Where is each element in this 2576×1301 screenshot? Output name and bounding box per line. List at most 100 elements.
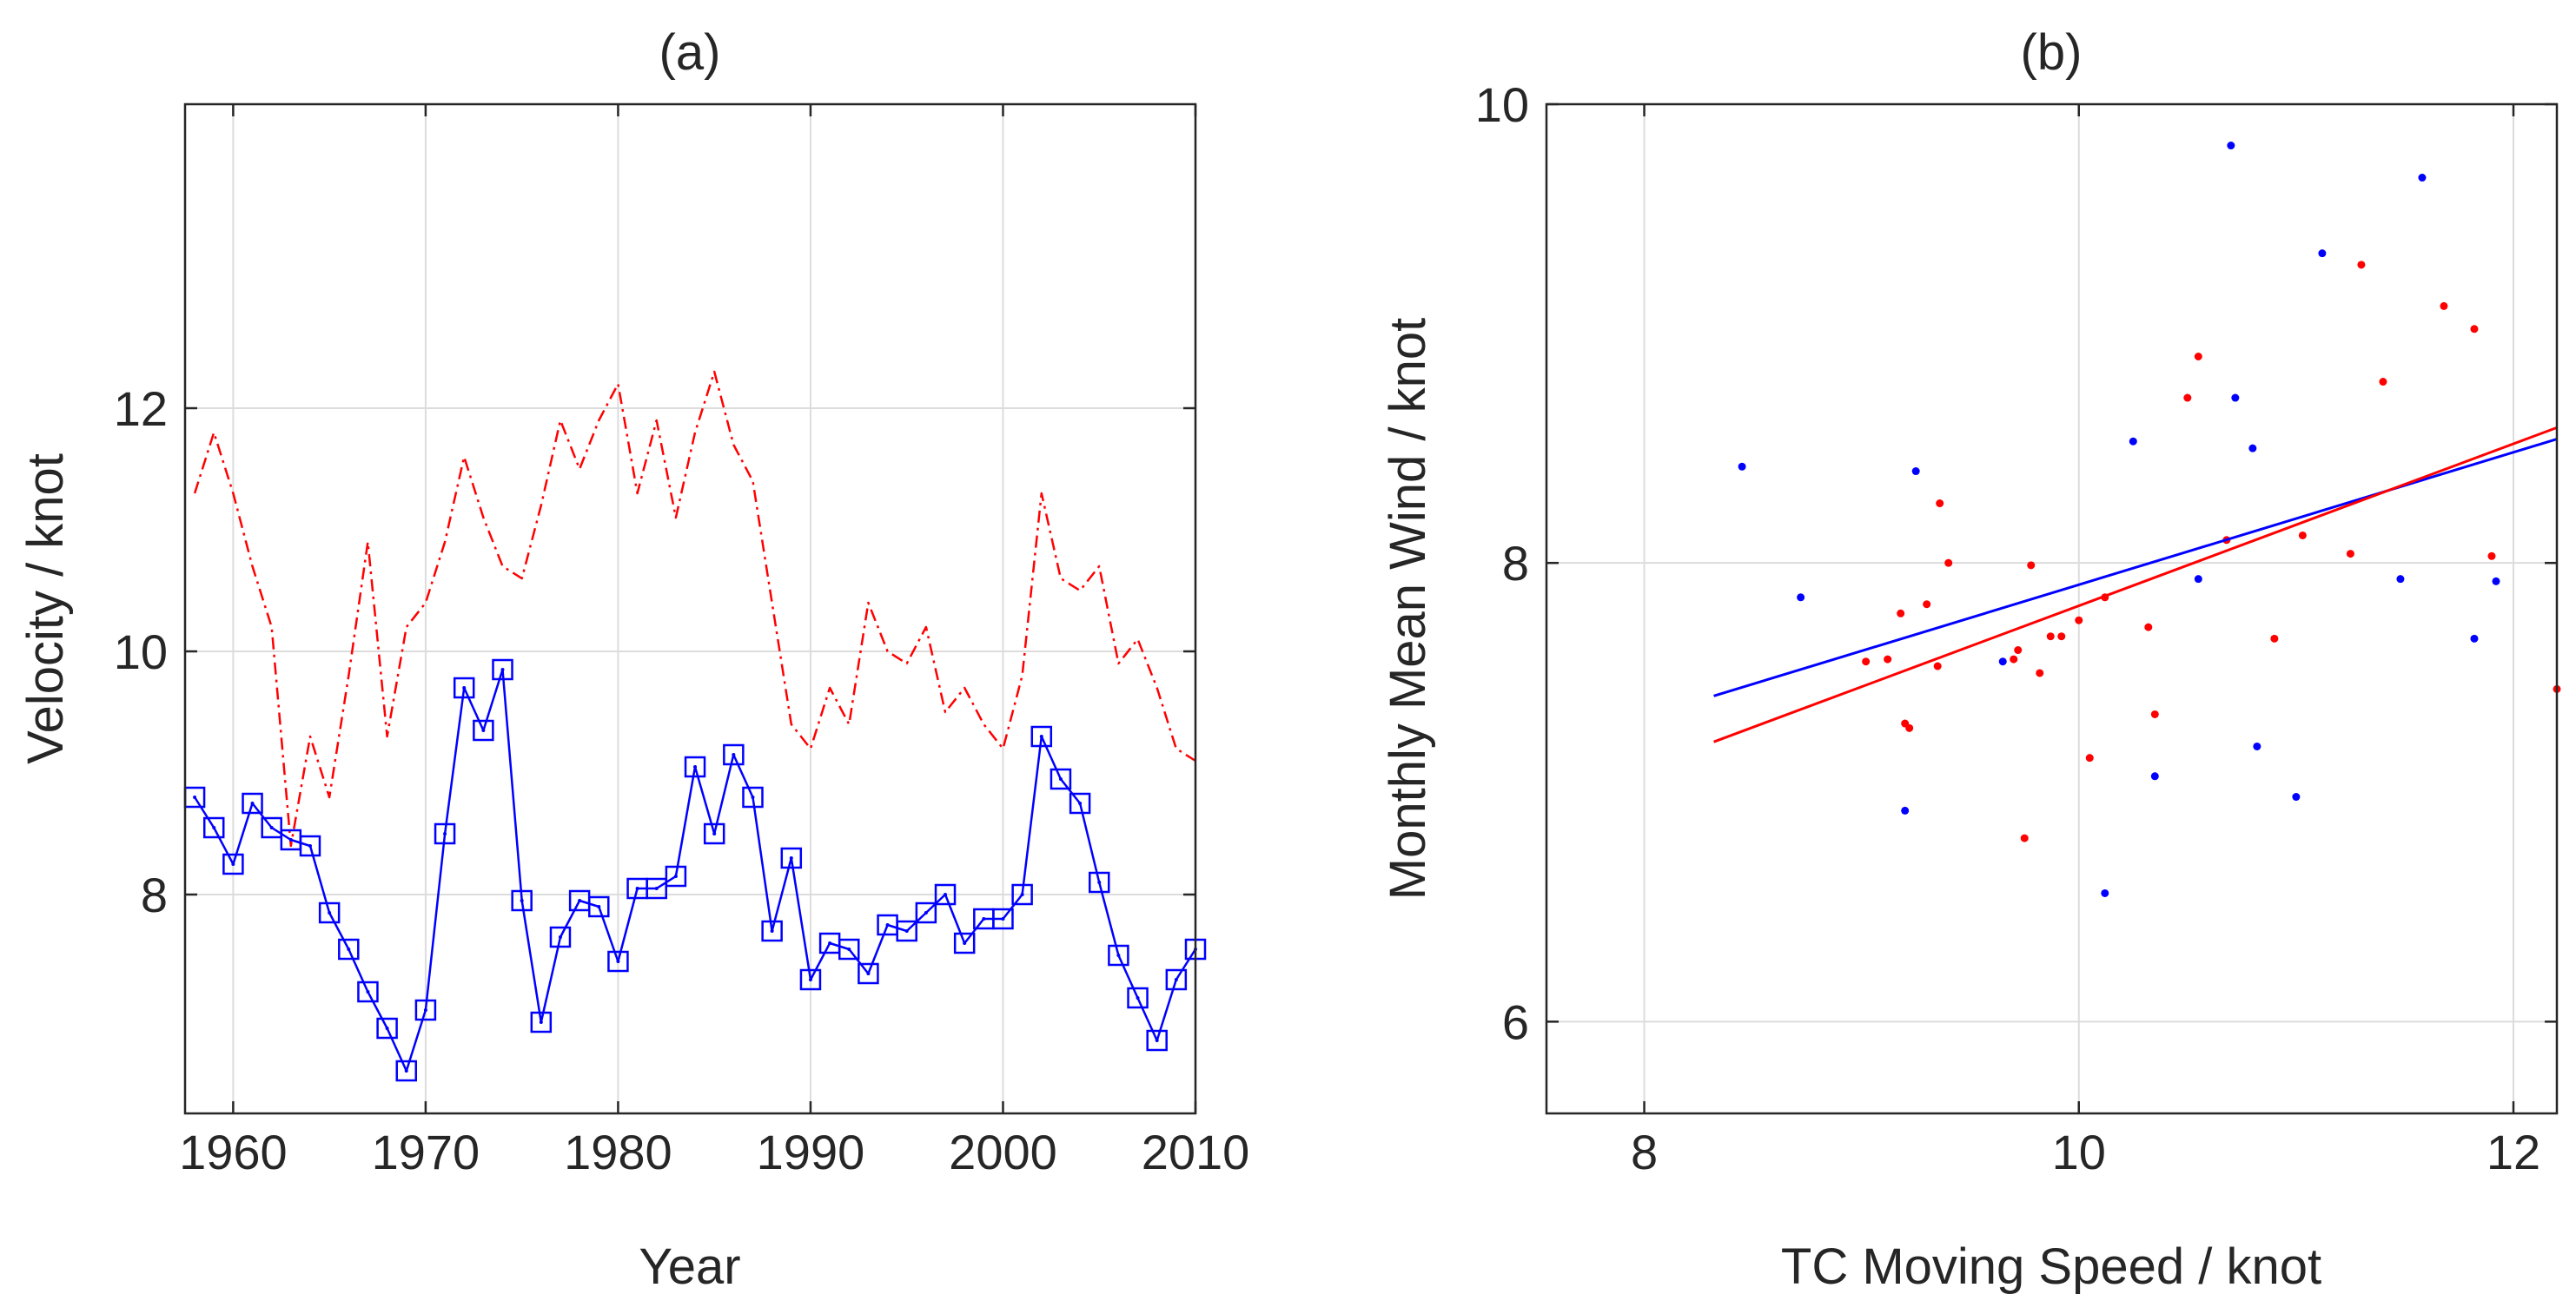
panel-a-square-marker: [357, 981, 379, 1003]
panel-a-marker-dot: [269, 826, 274, 829]
panel-a-square-marker: [607, 950, 629, 973]
panel-a-marker-dot: [924, 911, 928, 915]
panel-a-marker-dot: [1058, 777, 1063, 781]
panel-b-y-tick-label: 6: [1502, 994, 1529, 1049]
panel-b-point-red: [2046, 632, 2055, 641]
panel-a-marker-dot: [1174, 978, 1178, 981]
panel-b-point-blue: [1911, 467, 1920, 476]
panel-b-point-red: [2440, 301, 2448, 310]
panel-a-square-marker: [453, 677, 475, 699]
panel-a-marker-dot: [847, 948, 851, 951]
panel-b-point-blue: [2253, 742, 2261, 750]
panel-a: 1960 1970 1980 1990 2000 2010 8 10 12 (a) Year V…: [17, 24, 1249, 1295]
panel-a-marker-dot: [404, 1069, 408, 1073]
panel-a-square-marker: [684, 756, 706, 778]
panel-b-y-tick-label: 10: [1475, 77, 1529, 132]
panel-a-square-marker: [1030, 725, 1053, 748]
panel-a-square-marker: [723, 743, 745, 766]
panel-a-square-marker: [799, 968, 822, 991]
panel-b-point-red: [2470, 325, 2479, 334]
panel-a-square-marker: [1088, 871, 1110, 894]
panel-a-xlabel: Year: [639, 1238, 740, 1295]
panel-a-square-marker: [858, 962, 879, 985]
panel-b-x-tick-label: 8: [1631, 1125, 1658, 1179]
panel-b-point-red: [2487, 551, 2496, 560]
panel-a-square-marker: [261, 816, 282, 839]
panel-b-point-blue: [2150, 772, 2159, 781]
panel-a-square-marker: [665, 865, 687, 888]
panel-a-square-marker: [1069, 792, 1091, 815]
panel-b-point-red: [1862, 657, 1871, 666]
panel-b-point-red: [2357, 261, 2366, 269]
panel-b-point-red: [2014, 646, 2023, 655]
panel-b-point-red: [1936, 499, 1944, 508]
panel-a-square-marker: [780, 847, 803, 869]
panel-a-marker-dot: [520, 899, 524, 902]
panel-b-point-red: [1944, 558, 1953, 567]
panel-a-marker-dot: [1155, 1039, 1159, 1042]
panel-a-ticks: 1960 1970 1980 1990 2000 2010 8 10 12: [114, 104, 1249, 1179]
panel-b-point-red: [1933, 662, 1942, 670]
panel-b-point-red: [2075, 616, 2083, 624]
panel-a-marker-dot: [866, 972, 871, 975]
panel-b-x-tick-label: 12: [2487, 1125, 2540, 1179]
panel-a-square-marker: [395, 1060, 418, 1082]
panel-b-point-blue: [2470, 634, 2479, 643]
panel-a-marker-dot: [288, 838, 293, 842]
panel-b-point-red: [2183, 393, 2192, 402]
panel-b-fit-line-red: [1713, 426, 2558, 743]
panel-a-marker-dot: [789, 856, 793, 860]
panel-a-marker-dot: [193, 796, 197, 799]
panel-a-marker-dot: [578, 899, 582, 902]
panel-a-square-marker: [1108, 944, 1129, 967]
panel-b-point-red: [2194, 353, 2202, 360]
panel-a-square-marker: [338, 938, 360, 961]
panel-a-square-marker: [953, 932, 976, 954]
panel-a-square-marker: [896, 920, 917, 942]
panel-b-point-red: [2057, 632, 2066, 641]
panel-a-square-marker: [222, 853, 244, 875]
panel-a-marker-dot: [1001, 917, 1005, 921]
panel-a-ylabel: Velocity / knot: [17, 453, 74, 764]
panel-b-point-blue: [2129, 437, 2137, 446]
panel-a-square-marker: [530, 1011, 553, 1034]
panel-b-point-red: [2298, 531, 2307, 539]
panel-a-square-marker: [992, 908, 1014, 930]
panel-a-marker-dot: [616, 960, 620, 963]
panel-a-y-tick-label: 12: [114, 381, 168, 436]
panel-a-background: [185, 104, 1195, 1113]
panel-a-y-tick-label: 10: [114, 624, 168, 679]
panel-b-point-blue: [1998, 657, 2007, 666]
panel-b-point-red: [2020, 834, 2029, 842]
panel-b-point-blue: [1797, 593, 1805, 602]
panel-a-marker-dot: [1020, 893, 1024, 896]
panel-b-y-tick-label: 8: [1502, 536, 1529, 591]
panel-a-x-tick-label: 1980: [564, 1125, 672, 1179]
panel-a-square-marker: [934, 883, 957, 906]
panel-a-square-marker: [588, 895, 610, 918]
panel-a-x-tick-label: 1970: [372, 1125, 480, 1179]
panel-a-square-marker: [703, 822, 725, 845]
panel-b-point-red: [2010, 655, 2018, 664]
panel-a-marker-dot: [712, 832, 717, 835]
panel-a-square-marker: [511, 889, 533, 912]
panel-b-x-tick-label: 10: [2052, 1125, 2106, 1179]
panel-a-marker-dot: [443, 832, 447, 835]
panel-a-square-marker: [1011, 883, 1033, 906]
panel-a-marker-dot: [808, 978, 812, 981]
panel-b-fit-line-blue: [1713, 438, 2558, 697]
panel-a-marker-dot: [1039, 735, 1043, 738]
panel-a-marker-dot: [693, 765, 698, 769]
panel-a-square-marker: [742, 786, 764, 809]
panel-a-square-marker: [549, 926, 572, 948]
panel-b-point-blue: [2227, 142, 2235, 150]
panel-a-square-marker: [1127, 987, 1149, 1009]
panel-a-marker-dot: [1078, 802, 1083, 805]
panel-a-marker-dot: [597, 905, 601, 908]
panel-b-point-red: [2346, 550, 2354, 558]
panel-b-point-blue: [2492, 577, 2500, 585]
panel-a-square-marker: [242, 792, 263, 815]
panel-b-point-red: [2270, 634, 2279, 643]
panel-a-square-marker: [646, 877, 667, 900]
panel-b-point-red: [1897, 609, 1905, 617]
